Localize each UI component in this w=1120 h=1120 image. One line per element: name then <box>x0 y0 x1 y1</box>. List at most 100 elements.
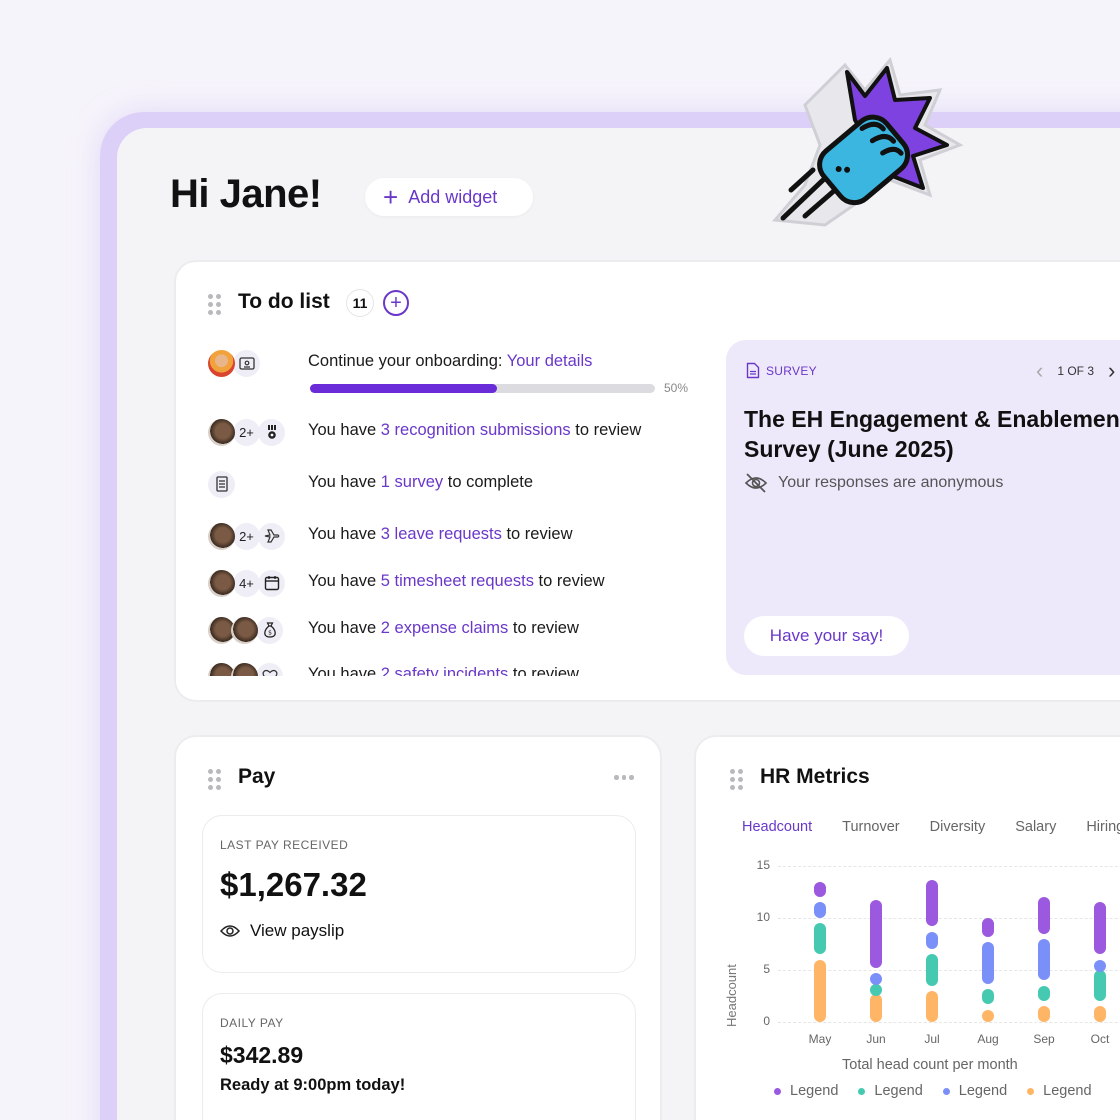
eye-icon <box>220 925 240 937</box>
bar-segment <box>870 973 882 986</box>
legend-dot-icon <box>858 1087 866 1095</box>
bar-segment <box>926 990 938 1022</box>
drag-handle-icon[interactable] <box>208 294 221 315</box>
bar-segment <box>926 879 938 927</box>
bar-segment <box>1038 938 1050 981</box>
hr-metrics-tabs: Headcount Turnover Diversity Salary Hiri… <box>742 819 1120 835</box>
legend-item: Legend <box>858 1083 923 1099</box>
gridline <box>778 1022 1120 1023</box>
tab-headcount[interactable]: Headcount <box>742 819 813 835</box>
x-tick-label: May <box>808 1032 832 1046</box>
bar-segment <box>926 954 938 986</box>
bar-segment <box>1038 1006 1050 1022</box>
expense-claims-link[interactable]: 2 expense claims <box>380 619 509 637</box>
x-tick-label: Jul <box>924 1032 940 1046</box>
bar-column[interactable] <box>1094 847 1106 1022</box>
todo-list-title: To do list <box>238 290 330 313</box>
pay-widget: Pay LAST PAY RECEIVED $1,267.32 View pay… <box>174 735 662 1120</box>
progress-fill <box>310 384 497 393</box>
anonymous-note: Your responses are anonymous <box>744 472 1003 494</box>
x-tick-label: Sep <box>1033 1032 1055 1046</box>
medal-icon <box>258 418 285 446</box>
pager-label: 1 OF 3 <box>1057 364 1095 378</box>
your-details-link[interactable]: Your details <box>506 352 593 370</box>
todo-list-widget: To do list 11 + Continue your onboarding… <box>174 260 1120 702</box>
bar-column[interactable] <box>870 847 882 1022</box>
drag-handle-icon[interactable] <box>730 769 743 790</box>
bar-segment <box>1094 902 1106 955</box>
todo-count-badge: 11 <box>346 289 374 317</box>
bar-segment <box>1038 985 1050 1002</box>
add-widget-button[interactable]: + Add widget <box>365 178 533 216</box>
drag-handle-icon[interactable] <box>208 769 221 790</box>
bar-column[interactable] <box>1038 847 1050 1022</box>
carousel-pager: ‹ 1 OF 3 › <box>1036 360 1115 382</box>
legend-dot-icon <box>774 1087 781 1095</box>
survey-tag: SURVEY <box>746 362 817 379</box>
survey-link[interactable]: 1 survey <box>380 473 444 491</box>
x-tick-label: Jun <box>866 1032 886 1046</box>
hr-metrics-title: HR Metrics <box>760 765 870 788</box>
chevron-left-icon[interactable]: ‹ <box>1036 358 1044 383</box>
onboarding-progress: 50% <box>310 381 688 395</box>
leave-requests-link[interactable]: 3 leave requests <box>380 525 502 543</box>
avatar-group: 2+ <box>208 520 285 552</box>
calendar-icon <box>258 569 285 597</box>
avatar-group: $ <box>208 614 283 646</box>
avatar <box>208 569 235 597</box>
id-card-folder-icon <box>233 349 260 377</box>
chart-caption: Total head count per month <box>842 1057 1018 1073</box>
have-your-say-button[interactable]: Have your say! <box>744 616 909 656</box>
bar-segment <box>982 988 994 1005</box>
bar-segment <box>814 923 826 955</box>
legend-item: Legend <box>774 1083 838 1099</box>
view-payslip-link[interactable]: View payslip <box>220 921 344 941</box>
daily-pay-amount: $342.89 <box>220 1042 304 1068</box>
bar-segment <box>982 918 994 937</box>
bar-segment <box>1094 970 1106 1002</box>
plus-circle-icon[interactable]: + <box>383 290 409 316</box>
headcount-chart: Headcount Total head count per month Leg… <box>696 847 1120 1120</box>
legend-item: Legend <box>1027 1083 1092 1099</box>
daily-pay-label: DAILY PAY <box>220 1016 284 1030</box>
avatar <box>208 616 235 644</box>
last-pay-label: LAST PAY RECEIVED <box>220 838 349 852</box>
chevron-right-icon[interactable]: › <box>1108 358 1116 383</box>
last-pay-amount: $1,267.32 <box>220 866 367 903</box>
tab-hiring[interactable]: Hiring <box>1086 819 1120 835</box>
y-tick-label: 10 <box>756 910 770 924</box>
recognition-link[interactable]: 3 recognition submissions <box>380 421 571 439</box>
avatar <box>231 616 258 644</box>
bar-segment <box>814 881 826 898</box>
bar-segment <box>926 931 938 950</box>
bar-segment <box>982 941 994 984</box>
daily-pay-card: DAILY PAY $342.89 Ready at 9:00pm today! <box>202 993 636 1120</box>
tab-diversity[interactable]: Diversity <box>929 819 986 835</box>
todo-text: Continue your onboarding: <box>308 352 507 370</box>
legend-item: Legend <box>942 1083 1007 1099</box>
avatar-group <box>208 468 235 500</box>
legend-dot-icon <box>1027 1087 1035 1095</box>
avatar <box>208 522 235 550</box>
hr-metrics-widget: HR Metrics Headcount Turnover Diversity … <box>694 735 1120 1120</box>
bar-segment <box>814 959 826 1022</box>
more-count-badge: 4+ <box>233 569 260 597</box>
plane-icon <box>258 522 285 550</box>
bar-segment <box>1038 897 1050 934</box>
avatar-group <box>208 347 260 379</box>
tab-salary[interactable]: Salary <box>1015 819 1057 835</box>
tab-turnover[interactable]: Turnover <box>842 819 900 835</box>
bar-segment <box>870 900 882 968</box>
more-count-badge: 2+ <box>233 418 260 446</box>
bar-segment <box>870 993 882 1022</box>
document-icon <box>746 362 760 379</box>
bar-column[interactable] <box>926 847 938 1022</box>
timesheet-link[interactable]: 5 timesheet requests <box>380 572 534 590</box>
add-widget-label: Add widget <box>408 186 498 207</box>
bar-column[interactable] <box>982 847 994 1022</box>
more-options-icon[interactable] <box>614 775 634 780</box>
bar-segment <box>814 902 826 918</box>
y-tick-label: 0 <box>763 1014 770 1028</box>
bar-column[interactable] <box>814 847 826 1022</box>
money-bag-icon: $ <box>256 616 283 644</box>
